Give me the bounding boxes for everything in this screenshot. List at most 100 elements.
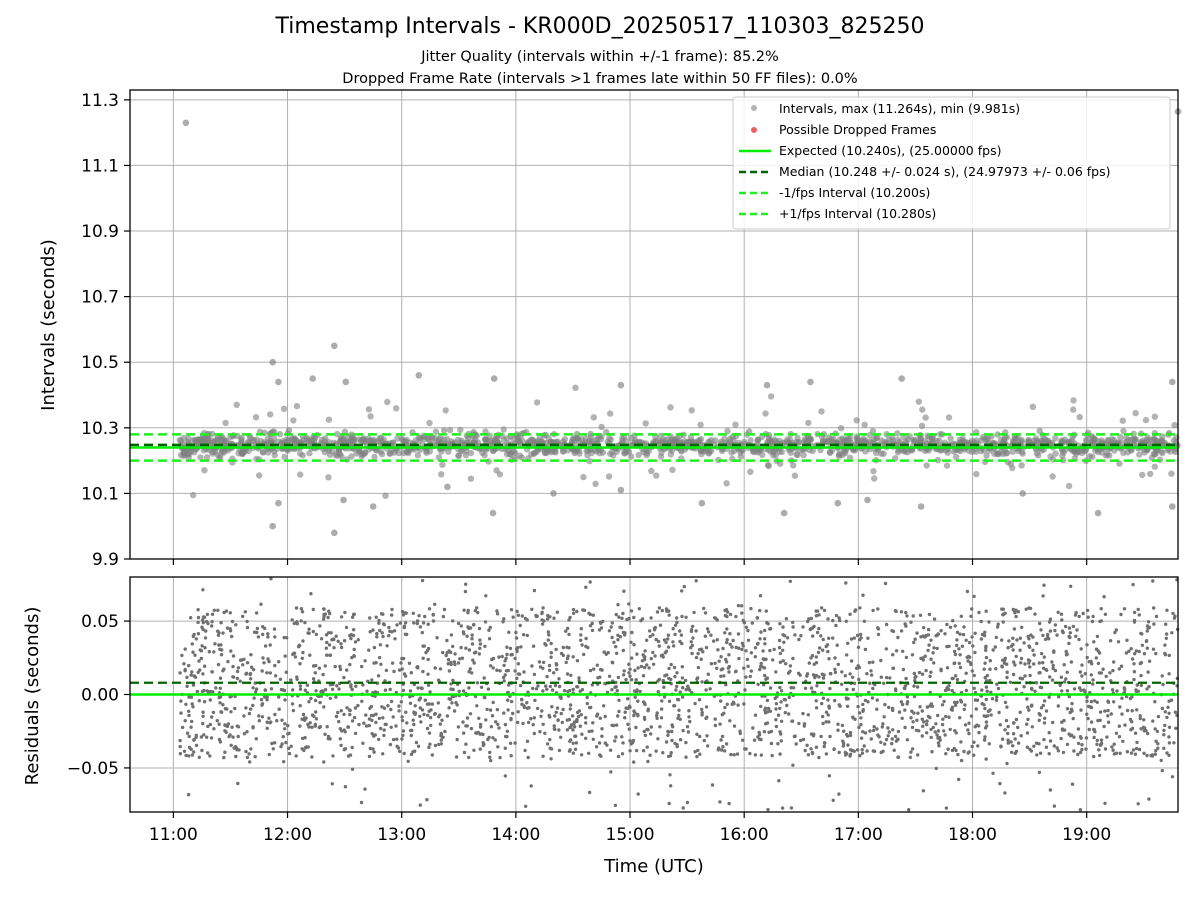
residual-point	[691, 636, 695, 640]
x-tick-label: 13:00	[377, 825, 426, 845]
residual-point	[328, 653, 333, 657]
residual-point	[217, 631, 221, 635]
residual-point	[1153, 752, 1158, 756]
residual-point	[450, 701, 454, 705]
residual-point	[509, 608, 514, 612]
residual-point	[384, 722, 388, 727]
residual-point	[896, 729, 901, 734]
residual-point	[1099, 619, 1104, 623]
residual-point	[201, 588, 205, 592]
residual-point	[248, 707, 253, 711]
residual-point	[1171, 611, 1175, 616]
interval-point	[303, 434, 311, 442]
residual-point	[728, 719, 732, 723]
residual-point	[495, 707, 500, 712]
residual-point	[333, 664, 337, 669]
residual-point	[189, 616, 193, 620]
residual-point	[1003, 700, 1008, 705]
interval-point	[727, 438, 734, 445]
residual-point	[290, 618, 294, 622]
residual-point	[1064, 677, 1068, 681]
residual-point	[349, 633, 353, 637]
residual-point	[828, 734, 832, 739]
residual-point	[779, 719, 784, 723]
residual-point	[467, 686, 471, 690]
residual-point	[189, 747, 193, 751]
residual-point	[377, 737, 381, 742]
residual-point	[1027, 606, 1031, 610]
residual-point	[210, 612, 215, 616]
interval-point	[414, 452, 421, 459]
residual-point	[199, 735, 204, 739]
residual-point	[967, 640, 972, 645]
residual-point	[857, 725, 861, 730]
residual-point	[571, 611, 576, 615]
residual-point	[571, 687, 575, 692]
residual-point	[1008, 680, 1013, 684]
residual-point	[975, 723, 979, 727]
residual-point	[348, 662, 352, 667]
residual-point	[478, 638, 482, 642]
residual-point	[472, 661, 476, 665]
residual-point	[869, 669, 873, 673]
residual-point	[439, 738, 443, 742]
interval-point	[384, 398, 391, 406]
residual-point	[595, 663, 599, 667]
residual-point	[734, 669, 738, 673]
residual-point	[430, 753, 434, 757]
residual-point	[656, 639, 661, 644]
residual-point	[1001, 658, 1005, 662]
residual-point	[339, 743, 343, 748]
residual-point	[638, 689, 642, 694]
residual-point	[594, 745, 599, 749]
residual-point	[928, 674, 932, 678]
residual-point	[505, 729, 510, 733]
x-tick-label: 15:00	[606, 825, 655, 845]
residual-point	[958, 716, 962, 720]
residual-point	[372, 750, 376, 754]
residual-point	[308, 721, 312, 725]
residual-point	[1042, 666, 1046, 670]
residual-point	[311, 629, 315, 634]
residual-point	[766, 706, 771, 711]
residual-point	[807, 617, 811, 621]
residual-point	[837, 616, 841, 620]
residual-point	[1167, 699, 1171, 703]
residual-point	[190, 642, 194, 646]
residual-point	[575, 717, 579, 722]
interval-outlier-point	[331, 529, 338, 537]
residual-point	[809, 686, 814, 690]
residual-point	[287, 731, 291, 735]
residual-point	[964, 638, 968, 642]
residual-point	[972, 594, 976, 599]
residual-point	[348, 712, 352, 717]
residual-point	[1098, 718, 1102, 722]
residual-point	[1098, 710, 1103, 714]
residual-point	[673, 623, 678, 627]
residual-point	[680, 695, 685, 699]
residual-point	[208, 722, 212, 727]
residual-point	[249, 653, 253, 657]
residual-point	[509, 754, 513, 758]
residual-point	[959, 758, 964, 763]
residual-point	[202, 700, 207, 704]
residual-point	[196, 608, 200, 612]
interval-point	[479, 449, 486, 457]
residual-point	[489, 758, 493, 763]
interval-point	[767, 393, 775, 400]
residual-point	[836, 728, 840, 732]
residuals-y-tick-label: 0.05	[81, 612, 119, 632]
residual-point	[793, 633, 797, 637]
legend-intervals-marker	[751, 105, 757, 111]
residual-point	[669, 784, 673, 788]
interval-point	[462, 452, 470, 459]
residual-point	[932, 646, 936, 650]
residual-point	[1117, 724, 1122, 728]
interval-point	[994, 431, 1001, 438]
residual-point	[869, 737, 873, 741]
residual-point	[1042, 737, 1046, 742]
residual-point	[483, 620, 488, 624]
residual-point	[642, 665, 647, 670]
residual-point	[532, 731, 536, 736]
residual-point	[778, 685, 782, 690]
